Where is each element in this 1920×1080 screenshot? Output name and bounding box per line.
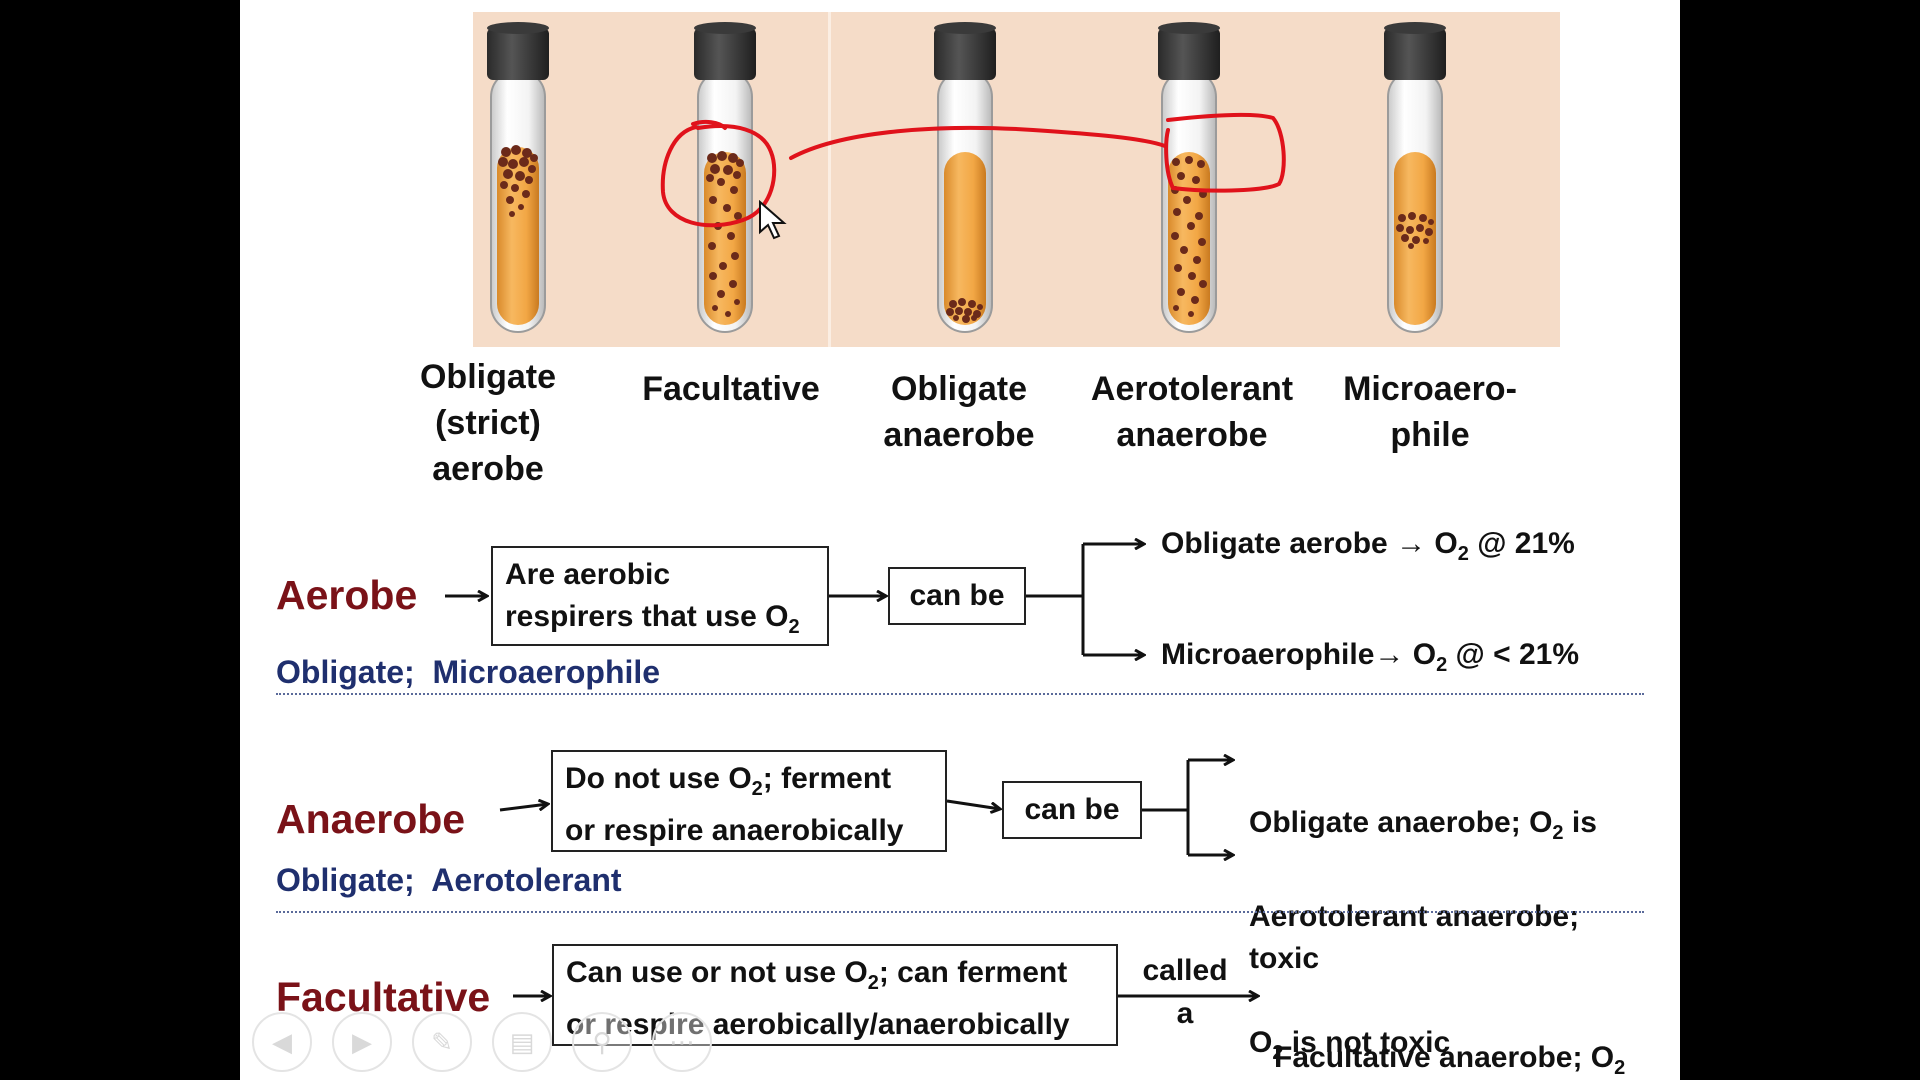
tube-label-line: Aerotolerant [1090, 370, 1294, 408]
facultative-outcome: Facultative anaerobe; O2 is not toxic [1274, 1041, 1626, 1079]
tube-label-line: aerobe [432, 450, 544, 488]
aerobe-can-be-box: can be [888, 567, 1026, 625]
box-line: respirers that use O2 [505, 600, 800, 638]
next-icon[interactable]: ▶ [332, 1012, 392, 1072]
tube-obligate-aerobe [486, 21, 550, 333]
more-icon[interactable]: ⋯ [652, 1012, 712, 1072]
anaerobe-outcome-obligate: Obligate anaerobe; O2 is toxic [1249, 806, 1597, 975]
tube-illustration-panel [473, 12, 1560, 347]
aerobe-outcome-obligate: Obligate aerobe → O2 @ 21% [1161, 527, 1575, 565]
anaerobe-can-be-box: can be [1002, 781, 1142, 839]
tube-label-line: phile [1390, 416, 1470, 454]
tube-label-microaerophile: Microaero- phile [1320, 366, 1540, 458]
tube-label-obligate-anaerobe: Obligate anaerobe [849, 366, 1069, 458]
section-divider [276, 911, 1644, 913]
facultative-connector-a: a [1176, 997, 1194, 1030]
tube-obligate-anaerobe [933, 21, 997, 333]
tube-label-line: anaerobe [1116, 416, 1268, 454]
tube-label-line: Obligate [890, 370, 1028, 408]
tube-label-line: (strict) [435, 404, 541, 442]
aerobe-outcome-microaerophile: Microaerophile→ O2 @ < 21% [1161, 638, 1580, 676]
slides-icon[interactable]: ▤ [492, 1012, 552, 1072]
box-line: or respire anaerobically [565, 814, 904, 847]
aerobe-title: Aerobe [276, 572, 418, 618]
tube-microaerophile [1383, 21, 1447, 333]
tube-label-line: Obligate [419, 358, 557, 396]
anaerobe-outcome-aerotolerant: Aerotolerant anaerobe; O2 is not toxic [1249, 900, 1580, 1064]
tube-label-obligate-aerobe: Obligate (strict) aerobe [378, 354, 598, 492]
anaerobe-subtypes: Obligate; Aerotolerant [276, 862, 622, 898]
mouse-cursor-icon [759, 200, 787, 240]
pen-icon[interactable]: ✎ [412, 1012, 472, 1072]
facultative-description-box: Can use or not use O2; can ferment or re… [552, 944, 1118, 1046]
box-line: Do not use O2; ferment [565, 762, 892, 800]
section-divider [276, 693, 1644, 695]
slide: Obligate (strict) aerobe Facultative Obl… [240, 0, 1680, 1080]
tube-facultative [693, 21, 757, 333]
box-line: Are aerobic [505, 558, 671, 591]
tubes-figure [486, 21, 1447, 333]
tube-label-facultative: Facultative [621, 366, 841, 412]
anaerobe-title: Anaerobe [276, 796, 466, 842]
anaerobe-description-box: Do not use O2; ferment or respire anaero… [551, 750, 947, 852]
tube-label-line: Microaero- [1343, 370, 1517, 408]
aerobe-subtypes: Obligate; Microaerophile [276, 654, 661, 690]
zoom-icon[interactable]: ⚲ [572, 1012, 632, 1072]
box-line: Can use or not use O2; can ferment [566, 956, 1068, 994]
tube-label-aerotolerant: Aerotolerant anaerobe [1067, 366, 1317, 458]
facultative-title: Facultative [276, 974, 491, 1020]
facultative-connector-called: called [1142, 954, 1228, 987]
aerobe-description-box: Are aerobic respirers that use O2 [491, 546, 829, 646]
tube-label-line: Facultative [642, 370, 820, 408]
previous-icon[interactable]: ◀ [252, 1012, 312, 1072]
panel-divider [828, 12, 831, 347]
tube-label-line: anaerobe [883, 416, 1035, 454]
box-line: or respire aerobically/anaerobically [566, 1008, 1070, 1041]
red-annotation [660, 112, 1286, 228]
